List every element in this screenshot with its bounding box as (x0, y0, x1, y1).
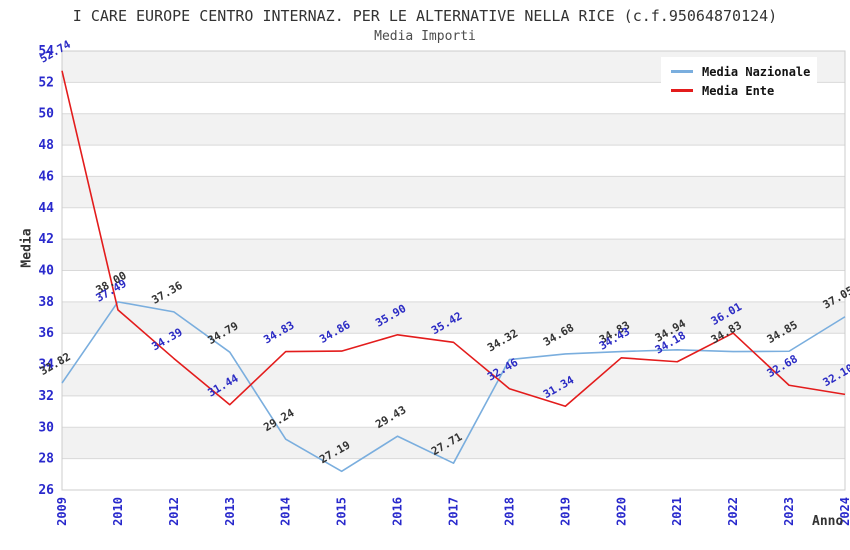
plot-band-50 (62, 113, 845, 146)
y-axis-title: Media (19, 228, 35, 268)
chart-title: I CARE EUROPE CENTRO INTERNAZ. PER LE AL… (72, 7, 778, 25)
y-tick-32: 32 (38, 389, 54, 404)
x-tick-2018: 2018 (502, 497, 516, 526)
x-tick-2010: 2010 (111, 497, 125, 526)
x-tick-2009: 2009 (55, 497, 69, 526)
ente-line-swatch (671, 89, 693, 92)
plot-band-42 (62, 239, 845, 271)
legend: Media Nazionale Media Ente (661, 57, 817, 105)
chart-subtitle: Media Importi (374, 29, 476, 44)
y-tick-36: 36 (38, 326, 54, 341)
x-tick-2013: 2013 (223, 497, 237, 526)
plot-band-38 (62, 301, 845, 334)
legend-label-media-ente: Media Ente (702, 83, 775, 98)
y-tick-28: 28 (38, 452, 54, 467)
legend-label-media-nazionale: Media Nazionale (702, 64, 811, 79)
plot-border (61, 50, 846, 491)
y-tick-44: 44 (38, 201, 54, 216)
x-tick-2023: 2023 (782, 497, 796, 526)
plot-band-46 (62, 176, 845, 208)
y-tick-48: 48 (38, 138, 54, 153)
y-tick-38: 38 (38, 295, 54, 310)
x-tick-2014: 2014 (279, 497, 293, 526)
x-tick-2024: 2024 (838, 497, 850, 526)
y-tick-30: 30 (38, 420, 54, 435)
y-tick-40: 40 (38, 264, 54, 279)
x-tick-2016: 2016 (391, 497, 405, 526)
series-line-media-nazionale (61, 301, 846, 473)
x-tick-2020: 2020 (614, 497, 628, 526)
y-tick-50: 50 (38, 107, 54, 122)
x-tick-2021: 2021 (670, 497, 684, 526)
x-axis-title: Anno (812, 514, 844, 529)
nazionale-line-swatch (671, 70, 693, 73)
y-tick-52: 52 (38, 75, 54, 90)
x-tick-2015: 2015 (335, 497, 349, 526)
x-tick-2019: 2019 (558, 497, 572, 526)
series-line-media-ente (61, 70, 846, 408)
plot-band-30 (62, 427, 845, 459)
legend-item-media-nazionale: Media Nazionale (671, 62, 817, 81)
y-tick-46: 46 (38, 169, 54, 184)
x-tick-2022: 2022 (726, 497, 740, 526)
legend-item-media-ente: Media Ente (671, 81, 817, 100)
y-tick-34: 34 (38, 358, 54, 373)
y-tick-54: 54 (38, 44, 54, 59)
y-tick-26: 26 (38, 483, 54, 498)
x-tick-2017: 2017 (447, 497, 461, 526)
y-tick-42: 42 (38, 232, 54, 247)
x-tick-2012: 2012 (167, 497, 181, 526)
plot-band-34 (62, 364, 845, 396)
